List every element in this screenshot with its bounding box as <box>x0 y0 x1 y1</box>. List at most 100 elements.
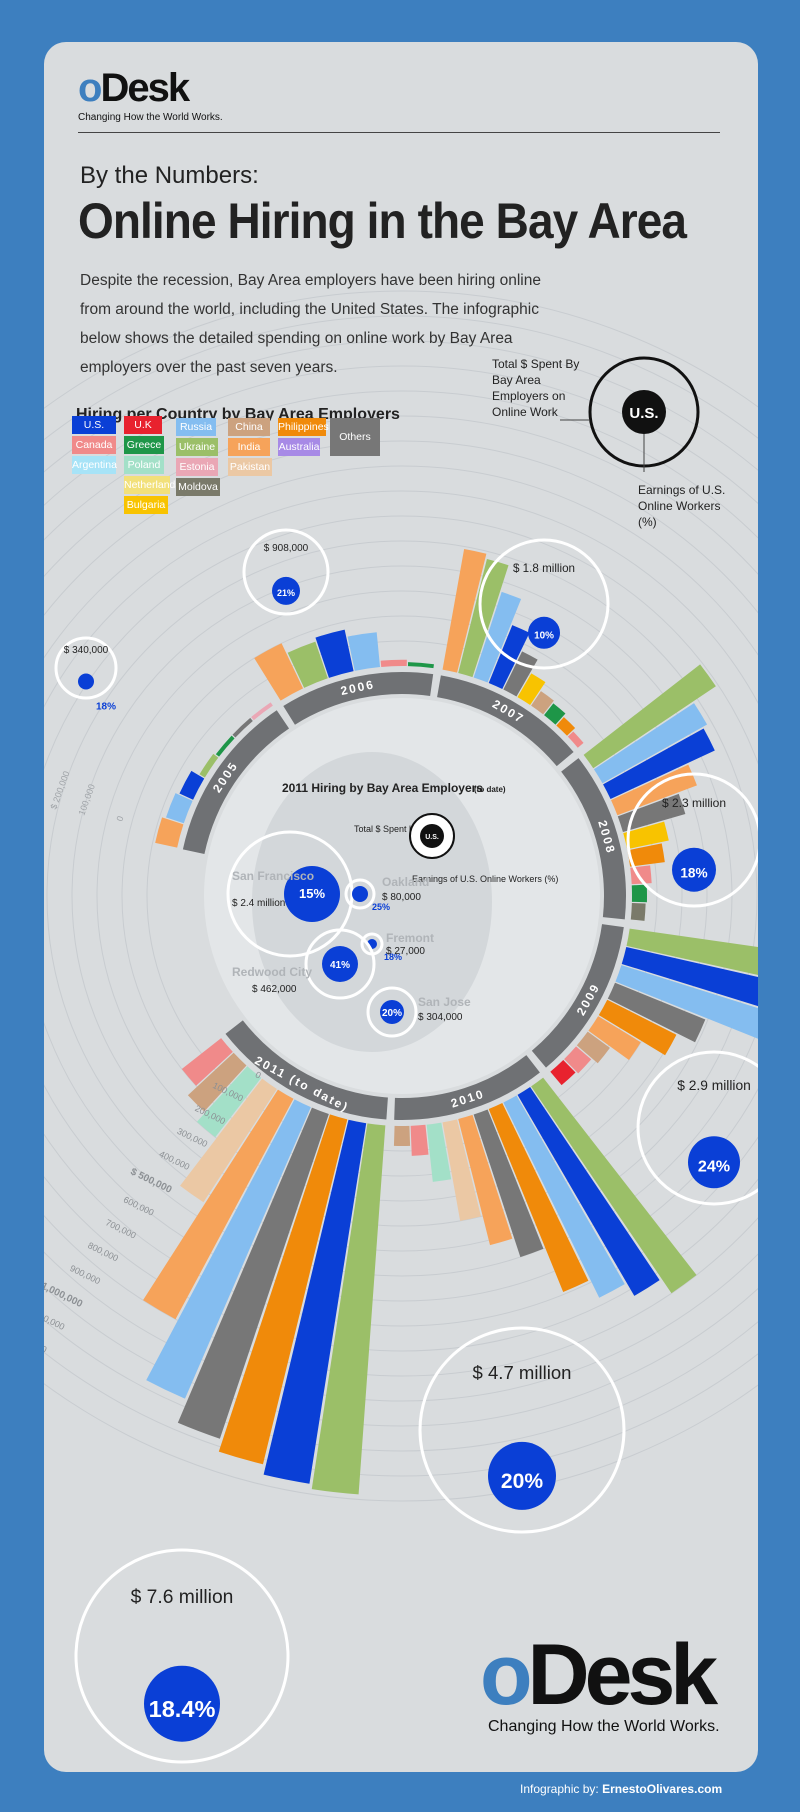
bar-2010-ukraine <box>531 1077 697 1294</box>
bar-2006-india <box>254 643 304 701</box>
bar-2006-canada <box>380 659 407 667</box>
bar-2008-russia <box>593 703 708 784</box>
bottom-axis-tick: 300,000 <box>175 1126 209 1149</box>
total-bubble-2005 <box>54 636 118 700</box>
guide-ring <box>44 415 758 1377</box>
bar-2006-russia <box>347 632 381 671</box>
legend-item-moldova: Moldova <box>176 478 220 496</box>
bar-2011-poland <box>196 1066 262 1138</box>
guide-ring <box>121 615 683 1177</box>
legend-key-us: U.S. <box>629 405 658 422</box>
bottom-axis-tick: $ 500,000 <box>129 1166 174 1196</box>
guide-ring <box>44 490 758 1302</box>
legend-item-china: China <box>228 418 270 436</box>
city-amount-san-francisco: $ 2.4 million <box>232 898 285 909</box>
legend-item-argentina: Argentina <box>72 456 117 474</box>
legend-item-others: Others <box>330 418 380 456</box>
legend-item-u-s-: U.S. <box>72 416 116 434</box>
city-pct-redwood-city: 41% <box>330 960 350 971</box>
tagline: Changing How the World Works. <box>78 112 223 123</box>
bar-2008-ukraine <box>583 664 716 769</box>
legend-key-total: Total $ Spent By Bay Area Employers on O… <box>492 357 580 419</box>
bar-2008-bulgaria <box>623 821 669 850</box>
legend-item-australia: Australia <box>278 438 320 456</box>
bar-2010-india <box>458 1114 513 1246</box>
credit-line: Infographic by: ErnestoOlivares.com <box>520 1782 723 1796</box>
bar-2011-philippines <box>218 1114 348 1465</box>
city-pct-san-jose: 20% <box>382 1008 402 1019</box>
bar-2010-philippines <box>488 1102 589 1292</box>
year-band-2008 <box>561 758 626 920</box>
bottom-axis-tick: 600,000 <box>122 1194 156 1217</box>
city-us-dot-san-jose <box>380 1000 404 1024</box>
footer-tagline: Changing How the World Works. <box>488 1718 720 1735</box>
guide-ring <box>44 390 758 1402</box>
city-amount-san-jose: $ 304,000 <box>418 1012 463 1023</box>
bar-2011-canada <box>181 1038 233 1086</box>
us-share-2010: 20% <box>501 1470 543 1493</box>
intro-text: Despite the recession, Bay Area employer… <box>80 272 541 376</box>
city-amount-redwood-city: $ 462,000 <box>252 984 297 995</box>
city-ring-oakland <box>344 878 376 910</box>
city-ring-redwood-city <box>304 928 376 1000</box>
guide-ring <box>44 340 758 1452</box>
city-name-redwood-city: Redwood City <box>232 965 312 979</box>
left-axis-tick: 0 <box>114 815 125 823</box>
bar-2007-russia <box>473 591 522 683</box>
bar-2009-china <box>576 1031 610 1064</box>
bar-2007-canada <box>567 731 584 748</box>
bar-2007-ukraine <box>458 559 509 678</box>
city-name-oakland: Oakland <box>382 875 429 889</box>
city-amount-oakland: $ 80,000 <box>382 892 421 903</box>
bar-2005-ukraine <box>199 753 219 778</box>
total-amount-2008: $ 2.3 million <box>662 796 726 810</box>
legend-item-russia: Russia <box>176 418 216 436</box>
bar-2010-russia <box>503 1095 625 1298</box>
bar-2011-pakistan <box>180 1078 277 1203</box>
city-pct-san-francisco: 15% <box>299 886 325 901</box>
city-ring-san-jose <box>366 986 418 1038</box>
us-share-2009: 24% <box>698 1157 730 1175</box>
bar-2011-others <box>177 1107 329 1439</box>
bar-2010-others <box>473 1109 544 1258</box>
bar-2009-u-s- <box>621 947 758 1007</box>
bottom-axis-tick: 1,200,000 <box>44 1328 48 1355</box>
bar-2005-others <box>232 717 253 738</box>
bar-2009-u-k <box>550 1060 576 1086</box>
divider <box>78 132 720 133</box>
bar-2010-pakistan <box>442 1119 481 1221</box>
bar-2007-others <box>503 651 538 697</box>
bar-2009-philippines <box>598 999 677 1056</box>
bar-2006-u-s- <box>315 629 354 678</box>
year-band-2006 <box>283 672 434 725</box>
total-bubble-2009 <box>636 1050 758 1206</box>
us-share-2011: 18.4% <box>149 1696 216 1722</box>
guide-ring <box>44 465 758 1327</box>
city-key-us: U.S. <box>425 834 439 841</box>
city-panel-title-note: (to date) <box>474 785 506 794</box>
city-pct-oakland: 25% <box>372 902 390 912</box>
bar-2009-others <box>607 982 706 1043</box>
bar-2008-greece <box>631 884 648 903</box>
bar-2007-bulgaria <box>517 673 546 705</box>
legend-item-poland: Poland <box>124 456 164 474</box>
bar-2009-canada <box>564 1046 592 1074</box>
city-panel-title: 2011 Hiring by Bay Area Employers <box>282 781 483 795</box>
total-amount-2007: $ 1.8 million <box>513 562 575 575</box>
city-amount-fremont: $ 27,000 <box>386 946 425 957</box>
city-us-dot-oakland <box>352 886 368 902</box>
total-bubble-2010 <box>418 1326 626 1534</box>
legend-key-us-dot <box>622 390 666 434</box>
us-share-dot-2008 <box>672 847 716 892</box>
city-name-san-francisco: San Francisco <box>232 869 314 883</box>
us-share-dot-2011 <box>144 1665 220 1742</box>
legend-item-u-k: U.K <box>124 416 162 434</box>
city-pct-fremont: 18% <box>384 952 402 962</box>
total-amount-2006: $ 908,000 <box>264 543 309 554</box>
bar-2011-russia <box>146 1099 311 1399</box>
city-us-dot-san-francisco <box>284 866 340 922</box>
bar-2010-canada <box>410 1124 429 1156</box>
year-band-2010 <box>394 1055 540 1120</box>
bar-2005-india <box>155 817 184 848</box>
